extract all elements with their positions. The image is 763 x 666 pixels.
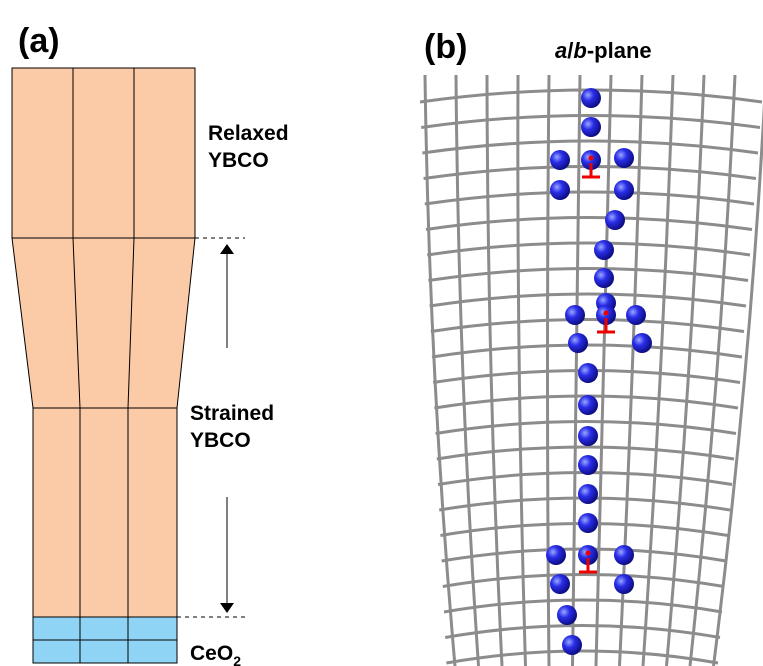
dislocation [579, 558, 597, 574]
atom [557, 605, 577, 625]
panel-label: (a) [18, 22, 60, 60]
atom [594, 268, 614, 288]
grid-line [430, 318, 745, 333]
text-part: CeO [190, 642, 233, 665]
grid-line [516, 74, 527, 666]
atom [614, 574, 634, 594]
grid-line [641, 74, 675, 666]
atom [578, 363, 598, 383]
grid-line [442, 573, 725, 588]
grid-line [443, 598, 723, 614]
dislocation [582, 163, 600, 179]
atom [550, 150, 570, 170]
atom [578, 455, 598, 475]
atom [565, 305, 585, 325]
core [588, 155, 594, 161]
grid-line [436, 445, 735, 461]
dislocation [597, 318, 615, 334]
grid-line [712, 102, 763, 666]
atom [550, 574, 570, 594]
grid-line [423, 74, 457, 666]
panel-title: a/b-plane [555, 38, 652, 63]
subscript: 2 [233, 653, 241, 666]
grid-line [420, 114, 761, 129]
atom [562, 635, 582, 655]
atom [578, 426, 598, 446]
layer-label: YBCO [190, 429, 251, 452]
atom [578, 484, 598, 504]
grid-line [454, 74, 480, 666]
strained-block [32, 407, 178, 618]
grid-line [444, 624, 721, 639]
text-part: / [567, 38, 573, 63]
core [585, 550, 591, 556]
atom [605, 210, 625, 230]
relaxed-block [11, 67, 196, 239]
atom [614, 148, 634, 168]
atom [581, 88, 601, 108]
grid-line [424, 190, 755, 206]
atom [550, 180, 570, 200]
atom [632, 333, 652, 353]
panel-label: (b) [424, 28, 467, 66]
atom [578, 513, 598, 533]
atom [546, 545, 566, 565]
atom [578, 395, 598, 415]
column-lines [72, 68, 135, 663]
dashed-guides [177, 237, 245, 618]
atom [581, 117, 601, 137]
atom [614, 545, 634, 565]
grid-line [485, 74, 504, 666]
grid-line [688, 74, 737, 666]
grid-line [429, 292, 747, 308]
text-part: b [573, 38, 586, 63]
atom [614, 180, 634, 200]
substrate-label: CeO2 [190, 642, 241, 666]
grid-line [446, 649, 719, 665]
layer-label: Strained [190, 402, 274, 425]
atom [594, 240, 614, 260]
grid-line [422, 139, 759, 155]
lattice [419, 74, 763, 666]
strained-taper [11, 237, 196, 409]
text-part: a [555, 38, 567, 63]
layer-label: YBCO [208, 149, 269, 172]
grid-line [435, 420, 737, 435]
grid-line [425, 216, 753, 231]
grid-line [426, 241, 751, 257]
atom [568, 333, 588, 353]
grid-line [665, 74, 706, 666]
layer-label: Relaxed [208, 122, 289, 145]
grid-line [428, 267, 749, 282]
panel-a [11, 67, 245, 664]
core [603, 310, 609, 316]
atom [626, 305, 646, 325]
text-part: -plane [587, 38, 652, 63]
